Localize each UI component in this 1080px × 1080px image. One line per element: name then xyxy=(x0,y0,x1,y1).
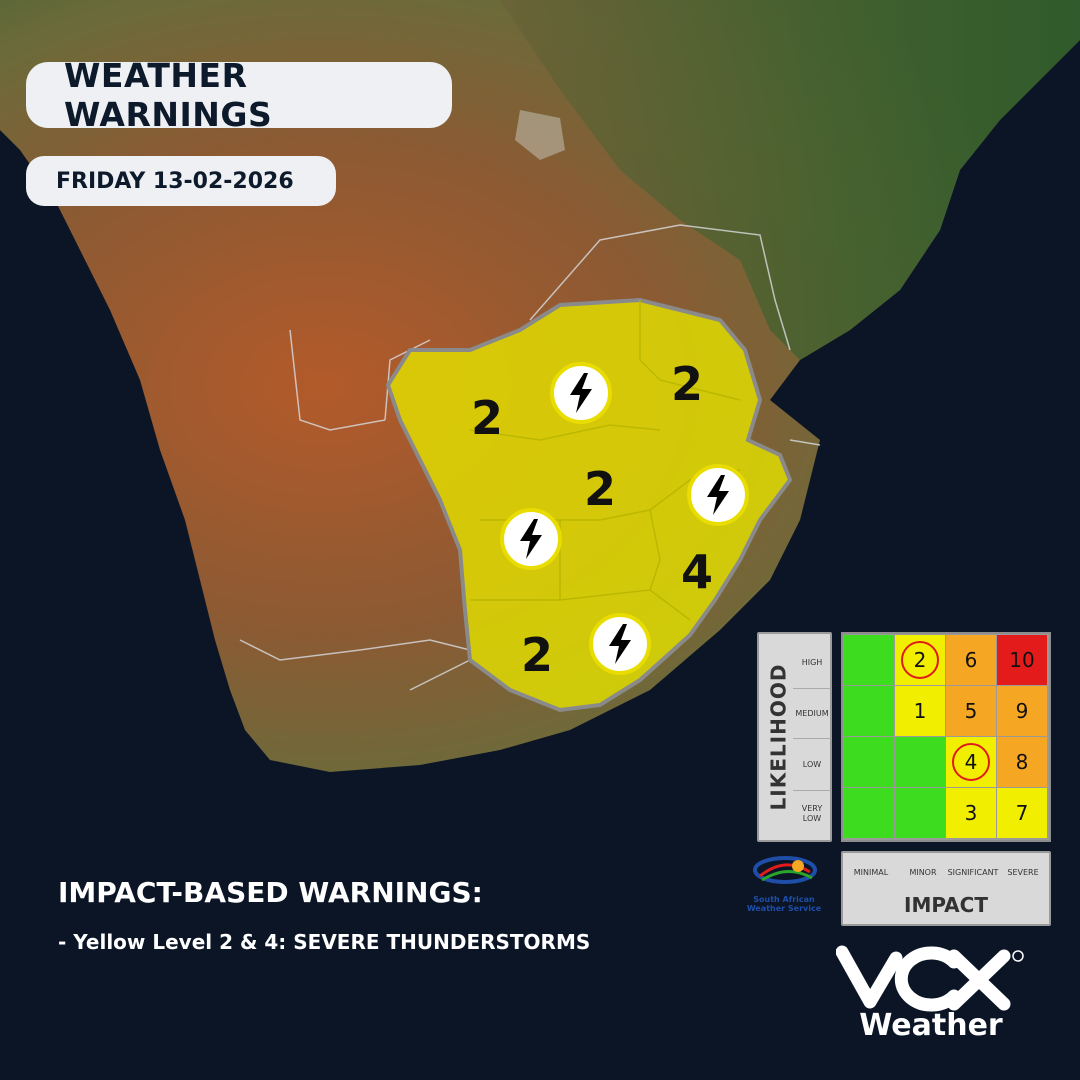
likelihood-title: LIKELIHOOD xyxy=(766,663,790,811)
risk-matrix-cell: 2 xyxy=(895,635,945,685)
likelihood-level: VERY LOW xyxy=(801,804,823,823)
risk-matrix-cell: 8 xyxy=(997,737,1047,787)
impact-heading: IMPACT-BASED WARNINGS: xyxy=(58,876,483,909)
risk-matrix-cell: 4 xyxy=(946,737,996,787)
warning-level-label: 2 xyxy=(583,462,617,516)
lightning-bolt-icon xyxy=(589,613,651,675)
forecast-date: FRIDAY 13-02-2026 xyxy=(26,156,336,206)
risk-matrix-cell xyxy=(844,686,894,736)
lightning-bolt-icon xyxy=(550,362,612,424)
risk-matrix-value: 9 xyxy=(1015,699,1029,723)
risk-matrix-value: 5 xyxy=(964,699,978,723)
risk-matrix-cell: 9 xyxy=(997,686,1047,736)
risk-matrix-cell: 6 xyxy=(946,635,996,685)
lightning-bolt-icon xyxy=(500,508,562,570)
risk-matrix-cell: 10 xyxy=(997,635,1047,685)
saws-logo-icon xyxy=(753,856,817,884)
northern-vegetation xyxy=(500,0,1080,360)
inland-salt-pan xyxy=(515,110,565,160)
page-title: WEATHER WARNINGS xyxy=(26,56,452,134)
impact-level: SIGNIFICANT xyxy=(947,867,999,877)
risk-matrix-value: 8 xyxy=(1015,750,1029,774)
risk-matrix-value: 6 xyxy=(964,648,978,672)
risk-matrix-value: 3 xyxy=(964,801,978,825)
warning-level-label: 2 xyxy=(520,628,554,682)
risk-matrix-value: 10 xyxy=(1009,648,1035,672)
risk-matrix-cell: 1 xyxy=(895,686,945,736)
risk-matrix-cell: 7 xyxy=(997,788,1047,838)
risk-matrix: 2 6 10 1 5 9 4 8 3 7 xyxy=(841,632,1051,842)
impact-level: SEVERE xyxy=(1007,867,1039,877)
impact-axis: MINIMAL MINOR SIGNIFICANT SEVERE IMPACT xyxy=(841,851,1051,926)
likelihood-axis: LIKELIHOOD HIGH MEDIUM LOW VERY LOW xyxy=(757,632,832,842)
likelihood-level: LOW xyxy=(802,759,822,769)
likelihood-level: MEDIUM xyxy=(795,708,829,718)
vox-logo-icon xyxy=(836,945,1024,1012)
risk-matrix-cell: 5 xyxy=(946,686,996,736)
vox-weather-wordmark: Weather xyxy=(859,1008,1003,1043)
saws-name: South African Weather Service xyxy=(746,895,822,913)
country-borders xyxy=(239,224,821,691)
lightning-bolt-icon xyxy=(687,464,749,526)
impact-title: IMPACT xyxy=(904,893,988,917)
risk-matrix-cell xyxy=(844,788,894,838)
risk-matrix-cell xyxy=(895,737,945,787)
risk-matrix-cell xyxy=(844,635,894,685)
risk-matrix-value: 4 xyxy=(952,743,990,781)
risk-matrix-value: 2 xyxy=(901,641,939,679)
warning-zone xyxy=(385,297,793,713)
risk-matrix-cell xyxy=(895,788,945,838)
warning-level-label: 2 xyxy=(670,357,704,411)
risk-matrix-value: 1 xyxy=(913,699,927,723)
warning-level-label: 4 xyxy=(680,545,714,599)
risk-matrix-value: 7 xyxy=(1015,801,1029,825)
impact-level: MINOR xyxy=(909,867,937,877)
risk-matrix-cell: 3 xyxy=(946,788,996,838)
warning-level-label: 2 xyxy=(470,391,504,445)
warning-description: - Yellow Level 2 & 4: SEVERE THUNDERSTOR… xyxy=(58,930,591,954)
risk-matrix-cell xyxy=(844,737,894,787)
impact-level: MINIMAL xyxy=(853,867,889,877)
likelihood-level: HIGH xyxy=(801,657,823,667)
